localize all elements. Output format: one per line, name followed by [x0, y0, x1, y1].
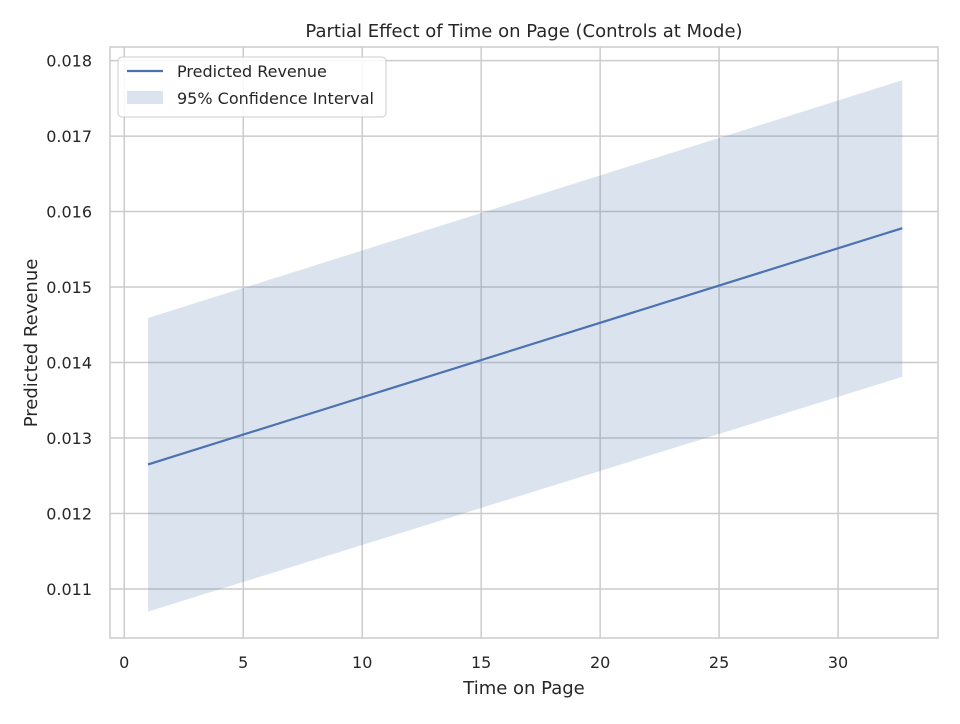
- legend: Predicted Revenue 95% Confidence Interva…: [117, 56, 387, 118]
- x-tick-label: 20: [590, 653, 610, 672]
- y-tick-label: 0.011: [46, 580, 92, 599]
- grid-layer: [110, 47, 938, 638]
- chart-title: Partial Effect of Time on Page (Controls…: [305, 21, 742, 42]
- x-tick-labels: 0 5 10 15 20 25 30: [119, 653, 848, 672]
- y-tick-label: 0.018: [46, 52, 92, 71]
- y-tick-label: 0.015: [46, 278, 92, 297]
- legend-box: [117, 56, 387, 118]
- legend-band-swatch: [127, 91, 163, 104]
- x-tick-label: 30: [828, 653, 848, 672]
- line-layer: [147, 227, 903, 466]
- x-tick-label: 0: [119, 653, 129, 672]
- predicted-revenue-line: [147, 227, 903, 466]
- x-tick-label: 25: [709, 653, 729, 672]
- y-tick-label: 0.013: [46, 429, 92, 448]
- plot-frame: [109, 46, 939, 639]
- legend-label-predicted-revenue: Predicted Revenue: [177, 62, 327, 81]
- y-tick-labels: 0.011 0.012 0.013 0.014 0.015 0.016 0.017 0.018: [46, 52, 92, 599]
- legend-label-confidence-interval: 95% Confidence Interval: [177, 89, 374, 108]
- y-tick-label: 0.016: [46, 203, 92, 222]
- y-tick-label: 0.017: [46, 127, 92, 146]
- y-axis-label: Predicted Revenue: [21, 259, 42, 428]
- x-tick-label: 10: [352, 653, 372, 672]
- y-tick-label: 0.012: [46, 504, 92, 523]
- y-tick-label: 0.014: [46, 354, 92, 373]
- x-tick-label: 5: [238, 653, 248, 672]
- x-axis-label: Time on Page: [462, 678, 585, 699]
- x-tick-label: 15: [471, 653, 491, 672]
